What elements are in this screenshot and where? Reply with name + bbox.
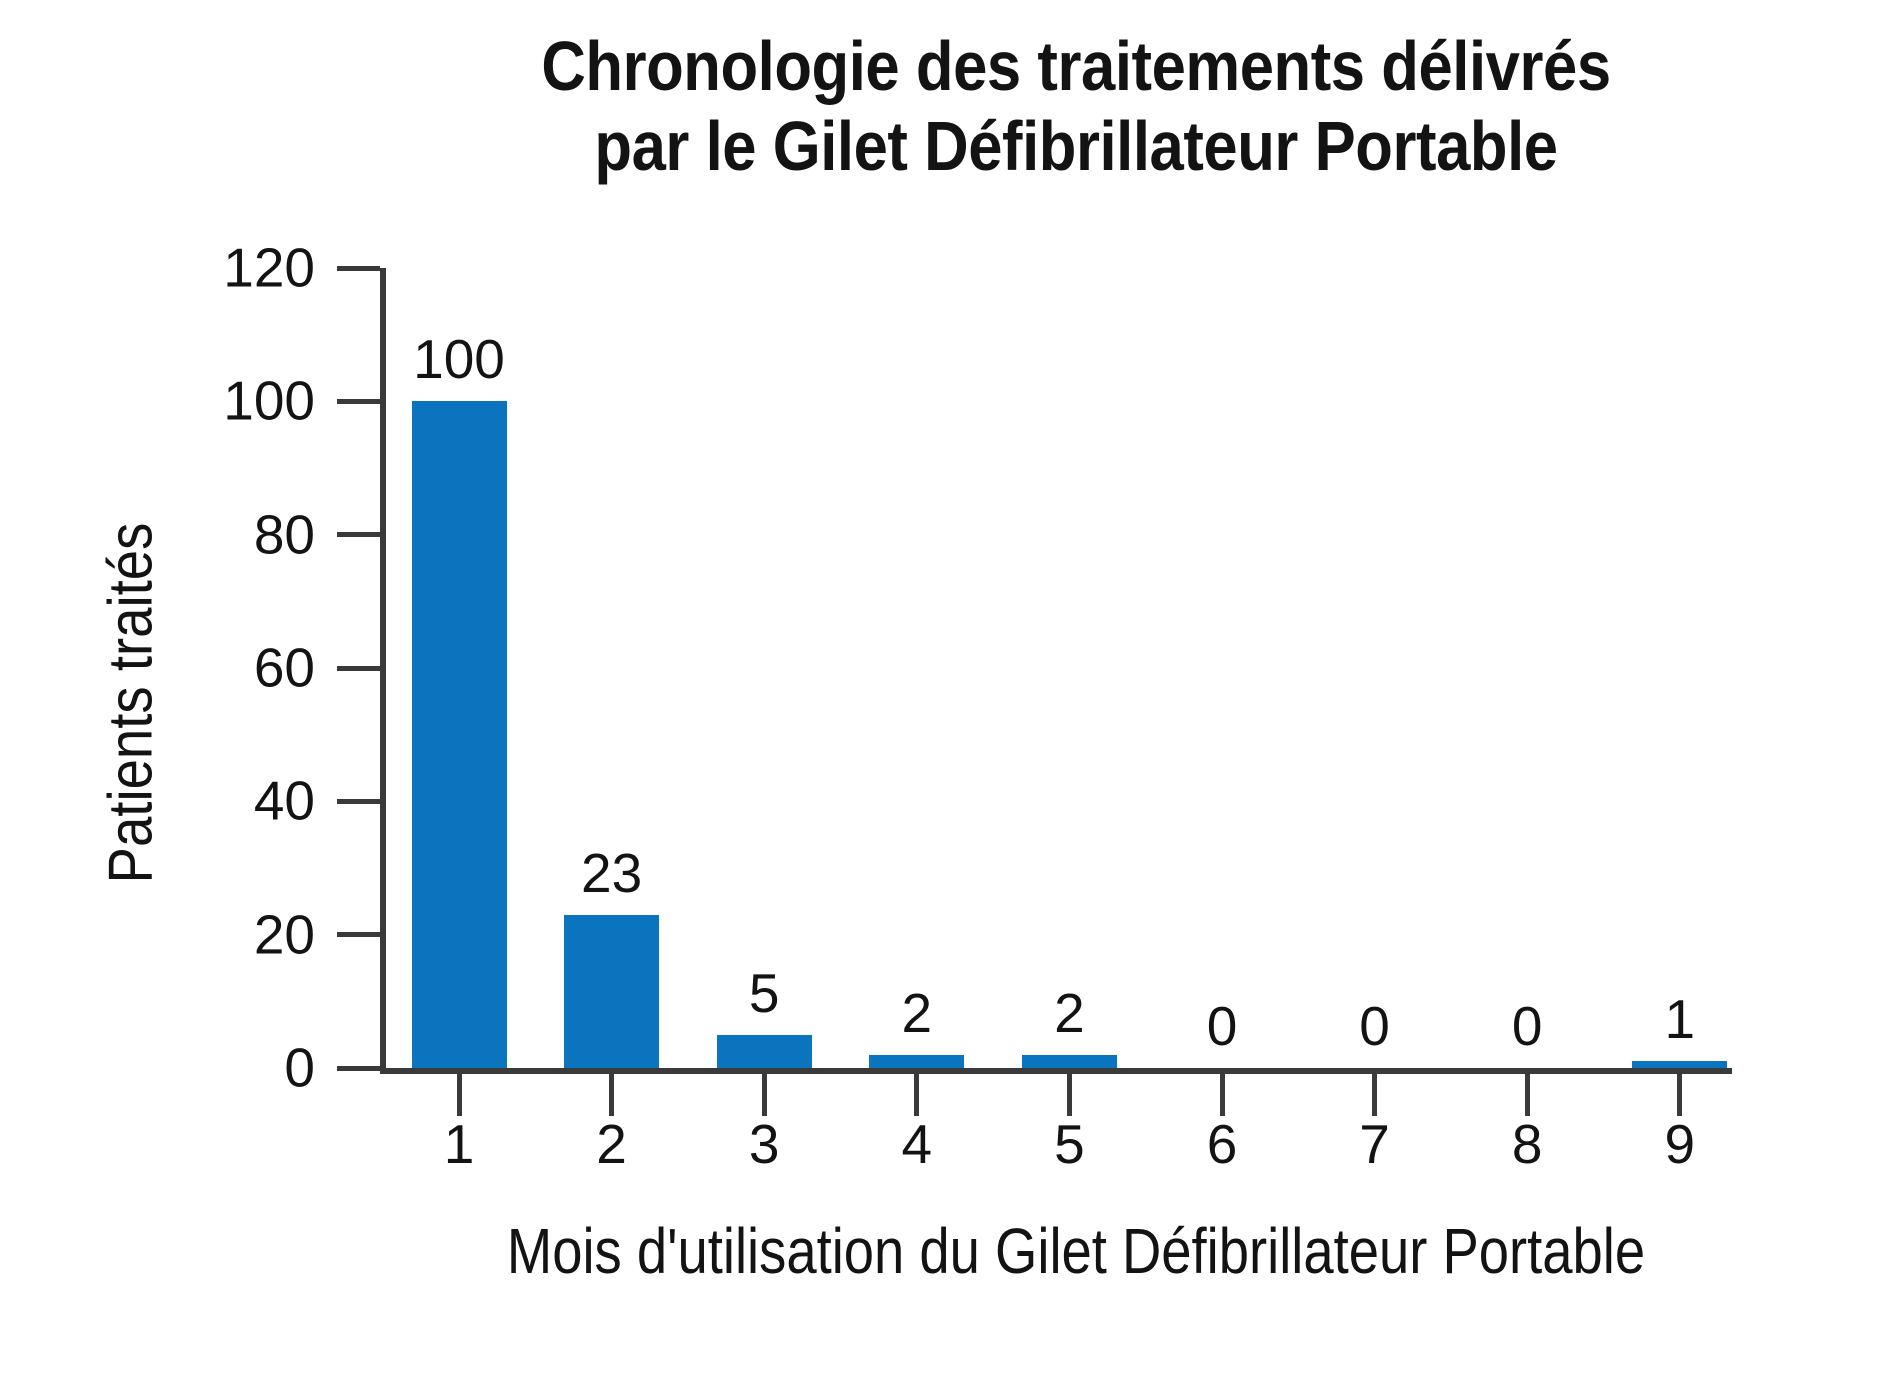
x-axis-tick-label: 8 [1511, 1113, 1543, 1175]
y-axis-tick [337, 1065, 380, 1071]
bar-value-label: 0 [1359, 995, 1390, 1057]
chart-title-line-2: par le Gilet Défibrillateur Portable [594, 107, 1558, 185]
y-axis-tick-label: 20 [253, 903, 315, 966]
x-axis-tick [914, 1068, 920, 1116]
bar-month-5 [1021, 1054, 1117, 1068]
y-axis-tick [337, 398, 380, 404]
x-axis-tick [1372, 1068, 1378, 1116]
bar-month-9 [1632, 1061, 1728, 1068]
bar-value-label: 1 [1664, 988, 1696, 1051]
bar-value-label: 23 [581, 841, 643, 904]
bar-month-2 [564, 914, 660, 1068]
bar-value-label: 100 [413, 328, 505, 391]
y-axis-tick [337, 265, 380, 271]
x-axis-tick-label: 2 [596, 1113, 627, 1175]
x-axis-tick-label: 5 [1054, 1113, 1085, 1175]
x-axis-tick-label: 1 [443, 1113, 475, 1175]
y-axis-label: Patients traités [96, 522, 166, 884]
bar-value-label: 2 [901, 981, 933, 1044]
x-axis-tick-label: 3 [748, 1113, 780, 1175]
y-axis-tick-label: 80 [253, 503, 315, 566]
y-axis-tick-label: 120 [223, 236, 315, 299]
bar-month-3 [716, 1034, 812, 1068]
bar-value-label: 5 [748, 961, 780, 1024]
x-axis-tick-label: 9 [1664, 1113, 1696, 1175]
bar-value-label: 2 [1054, 981, 1085, 1044]
x-axis-tick [1066, 1068, 1072, 1116]
bar-month-4 [869, 1054, 965, 1068]
y-axis-tick [337, 532, 380, 538]
x-axis-tick-label: 7 [1359, 1113, 1390, 1175]
y-axis-tick-label: 0 [284, 1036, 315, 1099]
y-axis-tick [337, 665, 380, 671]
bar-value-label: 0 [1206, 995, 1238, 1057]
x-axis-tick [456, 1068, 462, 1116]
x-axis-tick [1524, 1068, 1530, 1116]
x-axis-tick [1677, 1068, 1683, 1116]
x-axis-tick [1219, 1068, 1225, 1116]
x-axis-tick-label: 4 [901, 1113, 933, 1175]
plot-area: 0 20 40 60 80 100 120 100 1 23 2 5 3 2 4 2 5 0 6 0 7 0 8 1 9 [223, 240, 1732, 1172]
y-axis-tick-label: 40 [253, 769, 315, 832]
y-axis-tick [337, 798, 380, 804]
x-axis-label: Mois d'utilisation du Gilet Défibrillate… [506, 1215, 1646, 1287]
x-axis-tick [609, 1068, 615, 1116]
y-axis-tick-label: 60 [253, 636, 315, 699]
chart-title-line-1: Chronologie des traitements délivrés [541, 27, 1611, 105]
x-axis-tick-label: 6 [1206, 1113, 1238, 1175]
bar-month-1 [411, 401, 507, 1068]
y-axis-tick [337, 932, 380, 938]
chart-title: Chronologie des traitements délivrés par… [288, 26, 1863, 186]
x-axis-tick [761, 1068, 767, 1116]
y-axis-tick-label: 100 [223, 369, 315, 432]
bar-value-label: 0 [1511, 995, 1543, 1057]
